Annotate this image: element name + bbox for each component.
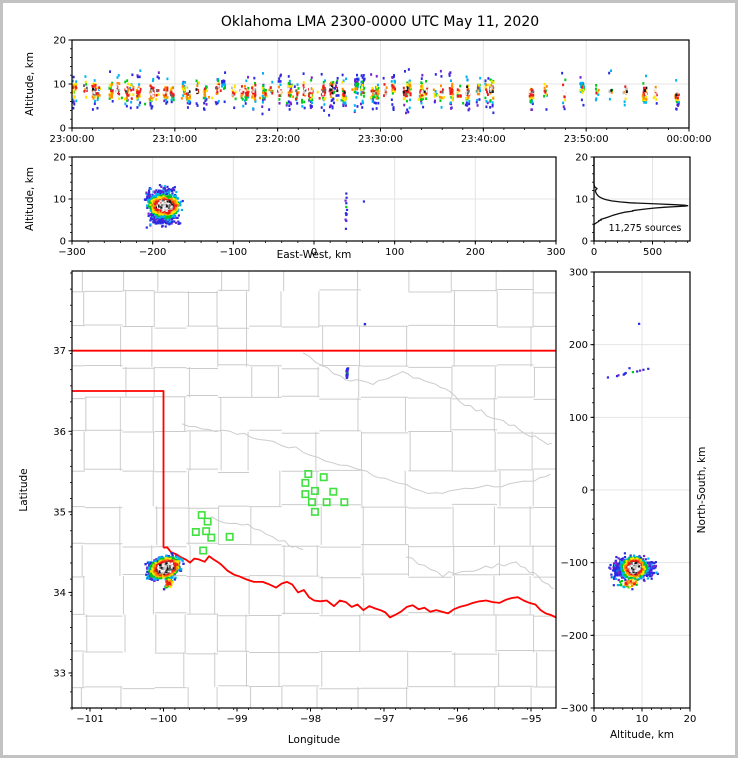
lma-station-marker	[191, 527, 200, 536]
x-tick-label: −99	[226, 714, 247, 725]
river-line	[406, 556, 554, 589]
x-tick-label: 20	[684, 714, 697, 725]
lma-station-marker	[310, 486, 319, 495]
altitude-histogram-curve	[593, 157, 689, 241]
lma-station-marker	[329, 487, 338, 496]
x-tick-label: −97	[373, 714, 394, 725]
scatter-points-time-height	[72, 68, 680, 117]
lma-station-marker	[340, 498, 349, 507]
x-tick-label: 23:10:00	[152, 134, 197, 145]
lma-station-marker	[301, 490, 310, 499]
lma-station-marker	[322, 498, 331, 507]
x-tick-label: −300	[58, 247, 85, 258]
y-tick-label: 0	[60, 124, 66, 135]
x-tick-label: 23:20:00	[255, 134, 300, 145]
x-tick-label: 0	[311, 247, 317, 258]
y-tick-label: 0	[582, 486, 588, 497]
x-tick-label: 23:40:00	[461, 134, 506, 145]
x-tick-label: 00:00:00	[667, 134, 712, 145]
east-west-y-axis-label: Altitude, km	[24, 167, 36, 231]
panel-frame	[71, 270, 557, 709]
y-tick-label: 20	[575, 153, 588, 164]
y-tick-label: 10	[575, 195, 588, 206]
lma-station-marker	[207, 533, 216, 542]
scatter-points-east-west	[143, 184, 366, 230]
x-tick-label: 23:30:00	[358, 134, 403, 145]
map-x-axis-label: Longitude	[288, 734, 340, 746]
x-tick-label: −98	[300, 714, 321, 725]
x-tick-label: 100	[385, 247, 404, 258]
map-y-axis-label: Latitude	[18, 468, 30, 511]
y-tick-label: 300	[569, 268, 588, 279]
state-border	[163, 546, 556, 619]
y-tick-label: 34	[53, 588, 66, 599]
x-tick-label: 23:00:00	[50, 134, 95, 145]
x-tick-label: −95	[520, 714, 541, 725]
map-layers	[72, 271, 556, 708]
y-tick-label: 20	[53, 36, 66, 47]
sources-count-note: 11,275 sources	[609, 223, 682, 234]
y-tick-label: 20	[53, 153, 66, 164]
state-border	[72, 390, 165, 548]
y-tick-label: −300	[561, 704, 588, 715]
time-height-y-axis-label: Altitude, km	[24, 52, 36, 116]
x-tick-label: 0	[591, 714, 597, 725]
x-tick-label: 300	[546, 247, 565, 258]
x-tick-label: −101	[76, 714, 103, 725]
y-tick-label: −200	[561, 631, 588, 642]
y-tick-label: −100	[561, 558, 588, 569]
plot-title: Oklahoma LMA 2300-0000 UTC May 11, 2020	[221, 14, 539, 30]
x-tick-label: 500	[643, 247, 662, 258]
x-tick-label: −200	[139, 247, 166, 258]
lma-station-marker	[197, 511, 206, 520]
y-tick-label: 0	[60, 237, 66, 248]
lma-station-marker	[310, 507, 319, 516]
river-line	[211, 516, 304, 550]
river-line	[302, 352, 552, 446]
y-tick-label: 35	[53, 507, 66, 518]
x-tick-label: 10	[636, 714, 649, 725]
x-tick-label: −96	[447, 714, 468, 725]
y-tick-label: 37	[53, 346, 66, 357]
river-line	[181, 423, 551, 495]
y-tick-label: 100	[569, 413, 588, 424]
x-tick-label: 200	[466, 247, 485, 258]
y-tick-label: 200	[569, 340, 588, 351]
lma-station-marker	[307, 498, 316, 507]
lma-station-marker	[225, 532, 234, 541]
panel-frames-and-ticks: 23:00:00 23:10:00 23:20:00 23:30:00 23:40:00…	[50, 36, 712, 726]
north-south-x-axis-label: Altitude, km	[610, 729, 674, 741]
histogram-curve	[593, 157, 689, 241]
lma-station-marker	[319, 473, 328, 482]
lma-station-marker	[202, 527, 211, 536]
x-tick-label: −100	[150, 714, 177, 725]
north-south-y-axis-label: North-South, km	[696, 447, 708, 534]
lma-station-marker	[301, 478, 310, 487]
x-tick-label: 0	[591, 247, 597, 258]
y-tick-label: 10	[53, 80, 66, 91]
lma-station-marker	[203, 517, 212, 526]
scatter-points-north-south	[606, 322, 659, 591]
y-tick-label: 10	[53, 195, 66, 206]
lma-station-marker	[304, 469, 313, 478]
east-west-x-axis-label: East-West, km	[277, 249, 352, 261]
x-tick-label: −100	[220, 247, 247, 258]
y-tick-label: 36	[53, 427, 66, 438]
y-tick-label: 0	[582, 237, 588, 248]
scatter-points-map	[144, 322, 367, 591]
lma-station-marker	[199, 546, 208, 555]
x-tick-label: 23:50:00	[564, 134, 609, 145]
y-tick-label: 33	[53, 668, 66, 679]
